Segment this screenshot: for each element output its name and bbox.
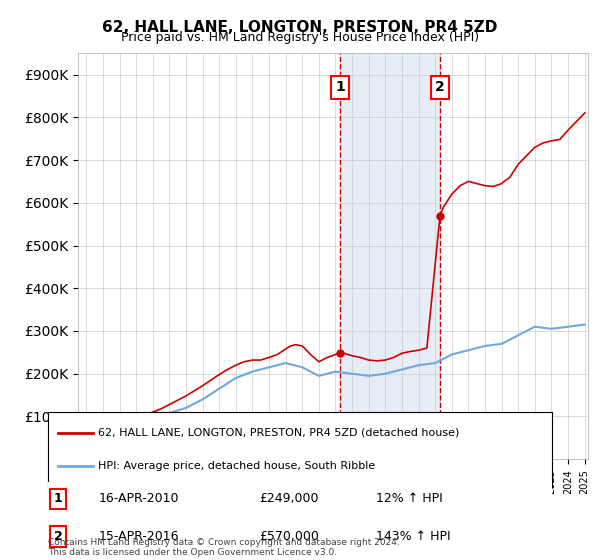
- Text: Contains HM Land Registry data © Crown copyright and database right 2024.
This d: Contains HM Land Registry data © Crown c…: [48, 538, 400, 557]
- Bar: [340, 53, 440, 459]
- Text: 62, HALL LANE, LONGTON, PRESTON, PR4 5ZD (detached house): 62, HALL LANE, LONGTON, PRESTON, PR4 5ZD…: [98, 428, 460, 438]
- Text: 1: 1: [335, 81, 345, 95]
- Text: £249,000: £249,000: [260, 492, 319, 505]
- Text: 2: 2: [54, 530, 62, 543]
- Text: £570,000: £570,000: [260, 530, 320, 543]
- Text: Price paid vs. HM Land Registry's House Price Index (HPI): Price paid vs. HM Land Registry's House …: [121, 31, 479, 44]
- Text: 15-APR-2016: 15-APR-2016: [98, 530, 179, 543]
- Text: 12% ↑ HPI: 12% ↑ HPI: [376, 492, 442, 505]
- Text: 16-APR-2010: 16-APR-2010: [98, 492, 179, 505]
- Text: 143% ↑ HPI: 143% ↑ HPI: [376, 530, 450, 543]
- Text: 1: 1: [54, 492, 62, 505]
- Text: 2: 2: [435, 81, 445, 95]
- Text: 62, HALL LANE, LONGTON, PRESTON, PR4 5ZD: 62, HALL LANE, LONGTON, PRESTON, PR4 5ZD: [103, 20, 497, 35]
- Text: HPI: Average price, detached house, South Ribble: HPI: Average price, detached house, Sout…: [98, 461, 376, 471]
